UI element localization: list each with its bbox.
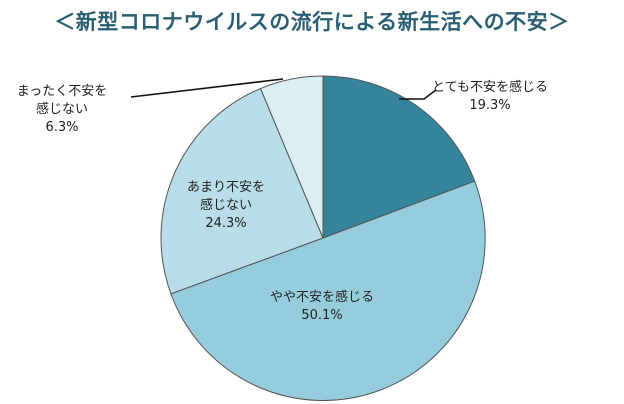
pie-slice: [170, 180, 486, 401]
slice-value-label: 6.3%: [45, 120, 78, 135]
slice-label: 感じない: [36, 101, 88, 117]
slice-label: まったく不安を: [17, 84, 107, 99]
slice-value-label: 24.3%: [205, 216, 246, 231]
chart-title: ＜新型コロナウイルスの流行による新生活への不安＞: [54, 10, 570, 34]
leader-line-not-at-all: [130, 78, 284, 98]
pie-slice: [160, 87, 324, 295]
slice-label: やや不安を感じる: [270, 289, 374, 305]
slice-value-label: 19.3%: [469, 98, 510, 113]
pie-slice: [322, 75, 476, 239]
pie-slice: [259, 75, 324, 239]
leader-line-very-anxious: [399, 89, 437, 100]
slice-value-label: 50.1%: [301, 308, 342, 323]
slice-label: 感じない: [200, 197, 252, 213]
slice-label: とても不安を感じる: [432, 79, 548, 95]
slice-label: あまり不安を: [187, 180, 265, 195]
